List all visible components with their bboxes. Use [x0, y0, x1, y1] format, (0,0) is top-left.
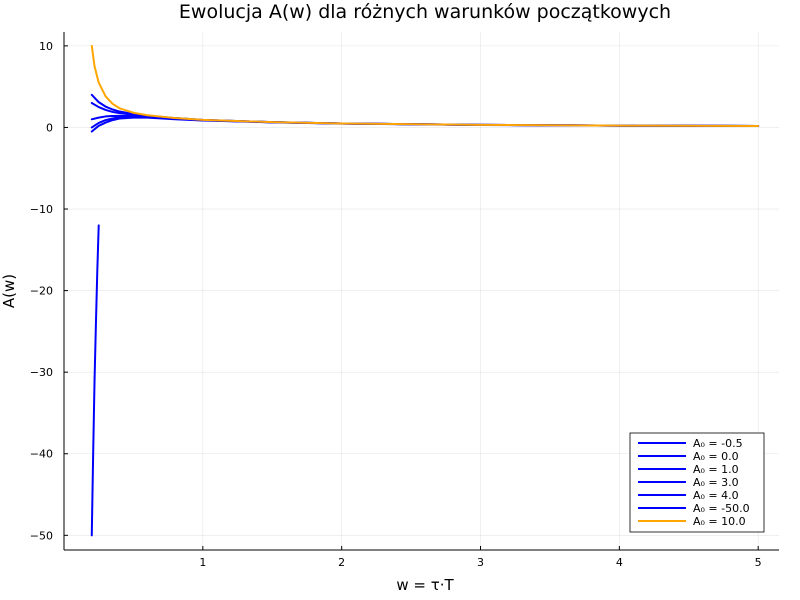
legend-label: A₀ = 10.0	[693, 515, 746, 528]
x-axis-title: w = τ·T	[396, 576, 454, 594]
series-line	[90, 101, 760, 127]
series-line	[90, 44, 760, 127]
legend-label: A₀ = 3.0	[693, 476, 739, 489]
series-line	[90, 224, 100, 537]
y-tick-label: −40	[30, 448, 53, 461]
x-tick-label: 4	[616, 556, 623, 569]
x-tick-label: 1	[199, 556, 206, 569]
y-axis-title: A(w)	[0, 274, 18, 308]
y-tick-label: −50	[30, 529, 53, 542]
y-tick-label: −10	[30, 203, 53, 216]
grid	[64, 32, 779, 550]
legend-label: A₀ = 0.0	[693, 450, 739, 463]
series-lines	[90, 44, 760, 537]
x-tick-label: 2	[338, 556, 345, 569]
y-tick-label: −30	[30, 366, 53, 379]
legend-label: A₀ = 1.0	[693, 463, 739, 476]
x-tick-label: 3	[477, 556, 484, 569]
y-tick-label: 0	[46, 121, 53, 134]
series-line	[90, 93, 760, 127]
y-tick-label: 10	[39, 40, 53, 53]
legend-label: A₀ = -50.0	[693, 502, 750, 515]
x-tick-label: 5	[755, 556, 762, 569]
chart-title: Ewolucja A(w) dla różnych warunków począ…	[179, 1, 671, 23]
legend: A₀ = -0.5A₀ = 0.0A₀ = 1.0A₀ = 3.0A₀ = 4.…	[629, 432, 765, 533]
legend-label: A₀ = 4.0	[693, 489, 739, 502]
legend-label: A₀ = -0.5	[693, 437, 743, 450]
axes	[63, 32, 779, 551]
tick-labels: 1 2 3 4 5 10 0 −10 −20 −30 −40 −50	[30, 40, 762, 569]
y-tick-label: −20	[30, 285, 53, 298]
